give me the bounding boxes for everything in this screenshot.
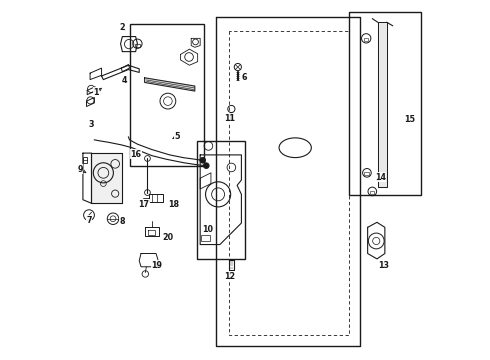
Text: 2: 2 (120, 23, 125, 32)
Text: 7: 7 (86, 216, 92, 225)
Text: 10: 10 (202, 225, 213, 234)
Bar (196, 140, 245, 259)
Bar (201, 234, 210, 241)
Text: 15: 15 (404, 115, 416, 124)
Text: 18: 18 (168, 200, 179, 209)
Text: 20: 20 (162, 233, 173, 242)
Text: 13: 13 (379, 261, 390, 270)
Text: 6: 6 (242, 73, 247, 82)
Bar (370, 191, 374, 194)
Text: 11: 11 (224, 114, 235, 123)
Text: 17: 17 (138, 200, 149, 209)
Bar (83, 157, 87, 163)
Circle shape (200, 157, 205, 163)
Text: 9: 9 (77, 165, 83, 174)
Text: 12: 12 (224, 271, 235, 280)
Polygon shape (378, 22, 387, 187)
Text: 3: 3 (88, 120, 94, 129)
Bar (365, 172, 368, 175)
Circle shape (203, 163, 209, 168)
Text: 4: 4 (122, 76, 127, 85)
Text: 1: 1 (94, 87, 99, 96)
Text: 14: 14 (375, 173, 386, 182)
Text: 16: 16 (130, 150, 141, 159)
Text: 8: 8 (120, 217, 125, 226)
Bar (349, 12, 421, 195)
Text: 19: 19 (151, 261, 163, 270)
Polygon shape (145, 78, 195, 91)
Bar (364, 38, 368, 41)
Bar (135, 44, 140, 47)
Bar (129, 24, 204, 166)
Text: 5: 5 (174, 132, 180, 141)
Polygon shape (91, 153, 122, 203)
